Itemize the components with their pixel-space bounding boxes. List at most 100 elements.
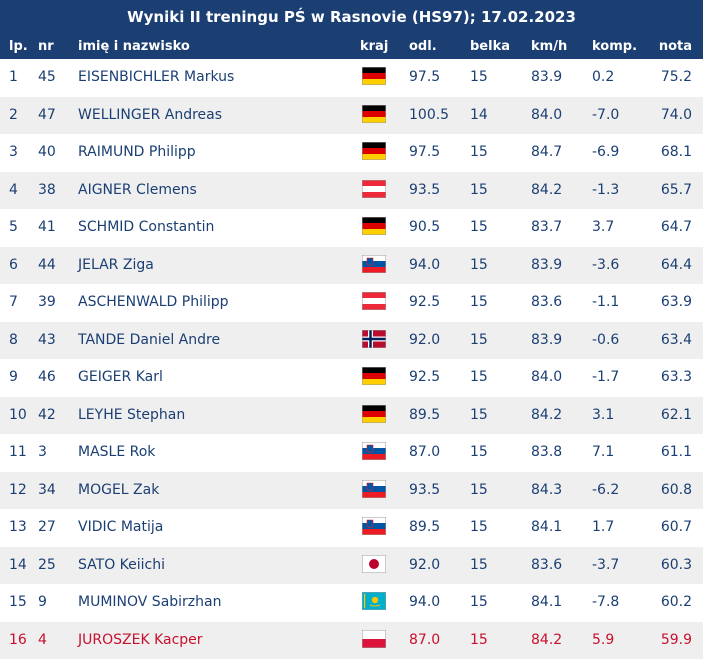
aut-flag-icon <box>362 180 386 198</box>
cell-odl: 93.5 <box>404 472 465 510</box>
cell-kraj <box>356 547 404 585</box>
cell-kraj <box>356 472 404 510</box>
cell-komp: -6.2 <box>587 472 648 510</box>
cell-kraj <box>356 209 404 247</box>
cell-lp: 12 <box>0 472 32 510</box>
table-title: Wyniki II treningu PŚ w Rasnovie (HS97);… <box>0 0 703 34</box>
cell-komp: -3.7 <box>587 547 648 585</box>
cell-komp: -1.1 <box>587 284 648 322</box>
header-belka: belka <box>465 34 526 59</box>
cell-kraj <box>356 434 404 472</box>
cell-belka: 15 <box>465 247 526 285</box>
cell-komp: 3.7 <box>587 209 648 247</box>
cell-nr: 3 <box>32 434 68 472</box>
cell-lp: 6 <box>0 247 32 285</box>
header-odl: odl. <box>404 34 465 59</box>
cell-belka: 15 <box>465 59 526 97</box>
cell-lp: 5 <box>0 209 32 247</box>
cell-nr: 34 <box>32 472 68 510</box>
cell-belka: 15 <box>465 622 526 659</box>
cell-kmh: 84.7 <box>526 134 587 172</box>
cell-name: EISENBICHLER Markus <box>68 59 356 97</box>
ger-flag-icon <box>362 105 386 123</box>
cell-kraj <box>356 322 404 360</box>
cell-nota: 62.1 <box>648 397 703 435</box>
slo-flag-icon <box>362 442 386 460</box>
header-nota: nota <box>648 34 703 59</box>
cell-lp: 3 <box>0 134 32 172</box>
cell-odl: 92.5 <box>404 359 465 397</box>
cell-name: VIDIC Matija <box>68 509 356 547</box>
cell-name: WELLINGER Andreas <box>68 97 356 135</box>
cell-kmh: 84.0 <box>526 97 587 135</box>
cell-name: GEIGER Karl <box>68 359 356 397</box>
cell-nr: 46 <box>32 359 68 397</box>
cell-lp: 8 <box>0 322 32 360</box>
cell-nr: 4 <box>32 622 68 659</box>
cell-belka: 15 <box>465 547 526 585</box>
header-kmh: km/h <box>526 34 587 59</box>
cell-name: SCHMID Constantin <box>68 209 356 247</box>
cell-belka: 15 <box>465 359 526 397</box>
cell-kraj <box>356 397 404 435</box>
cell-name: JUROSZEK Kacper <box>68 622 356 659</box>
cell-name: AIGNER Clemens <box>68 172 356 210</box>
cell-komp: -7.8 <box>587 584 648 622</box>
cell-nr: 40 <box>32 134 68 172</box>
cell-komp: 1.7 <box>587 509 648 547</box>
cell-belka: 15 <box>465 172 526 210</box>
cell-nota: 59.9 <box>648 622 703 659</box>
header-lp: lp. <box>0 34 32 59</box>
cell-name: MASLE Rok <box>68 434 356 472</box>
cell-kmh: 84.2 <box>526 172 587 210</box>
cell-odl: 94.0 <box>404 584 465 622</box>
cell-kmh: 83.8 <box>526 434 587 472</box>
cell-komp: -7.0 <box>587 97 648 135</box>
cell-komp: -1.3 <box>587 172 648 210</box>
cell-odl: 97.5 <box>404 59 465 97</box>
cell-name: SATO Keiichi <box>68 547 356 585</box>
header-nr: nr <box>32 34 68 59</box>
cell-nr: 27 <box>32 509 68 547</box>
ger-flag-icon <box>362 405 386 423</box>
cell-belka: 15 <box>465 434 526 472</box>
cell-nr: 41 <box>32 209 68 247</box>
cell-name: MOGEL Zak <box>68 472 356 510</box>
cell-odl: 94.0 <box>404 247 465 285</box>
slo-flag-icon <box>362 255 386 273</box>
cell-name: RAIMUND Philipp <box>68 134 356 172</box>
cell-kraj <box>356 97 404 135</box>
cell-kraj <box>356 247 404 285</box>
cell-belka: 15 <box>465 397 526 435</box>
cell-nr: 38 <box>32 172 68 210</box>
cell-nota: 61.1 <box>648 434 703 472</box>
aut-flag-icon <box>362 292 386 310</box>
cell-nr: 39 <box>32 284 68 322</box>
cell-belka: 15 <box>465 322 526 360</box>
cell-name: TANDE Daniel Andre <box>68 322 356 360</box>
cell-lp: 2 <box>0 97 32 135</box>
cell-nr: 43 <box>32 322 68 360</box>
cell-nr: 9 <box>32 584 68 622</box>
cell-kmh: 83.7 <box>526 209 587 247</box>
cell-kmh: 83.6 <box>526 547 587 585</box>
cell-odl: 89.5 <box>404 397 465 435</box>
pol-flag-icon <box>362 630 386 648</box>
cell-komp: -3.6 <box>587 247 648 285</box>
cell-kraj <box>356 284 404 322</box>
cell-odl: 87.0 <box>404 434 465 472</box>
cell-belka: 15 <box>465 209 526 247</box>
cell-kraj <box>356 134 404 172</box>
